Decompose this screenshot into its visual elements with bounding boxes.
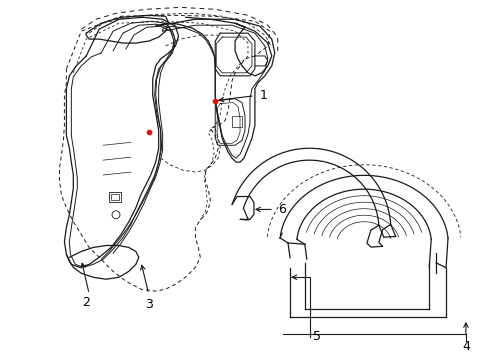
Text: 3: 3 <box>144 297 152 311</box>
Bar <box>109 192 121 202</box>
Bar <box>111 194 119 200</box>
Text: 6: 6 <box>277 203 285 216</box>
Text: 2: 2 <box>82 296 90 309</box>
Text: 5: 5 <box>312 330 320 343</box>
Text: 1: 1 <box>259 89 267 102</box>
Bar <box>232 116 242 127</box>
Text: 4: 4 <box>461 340 469 353</box>
